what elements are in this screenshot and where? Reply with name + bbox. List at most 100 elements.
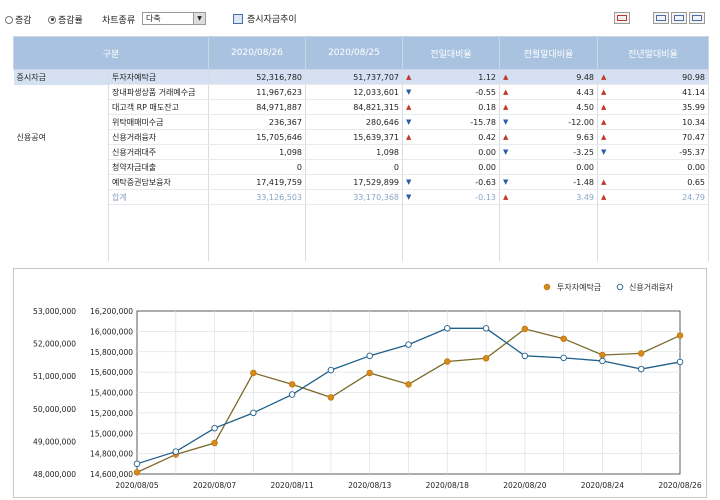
item-name-cell: 대고객 RP 매도잔고 <box>108 99 209 115</box>
arrow-up-icon: ▲ <box>406 132 412 141</box>
month-change-cell-text: 3.49 <box>576 192 594 202</box>
layout-table-button[interactable] <box>689 12 705 24</box>
month-change-cell-text: 9.48 <box>576 72 594 82</box>
value-previous-cell-text: 17,529,899 <box>353 177 399 187</box>
empty-cell <box>108 219 209 233</box>
y-right-tick-label: 15,200,000 <box>90 409 133 418</box>
y-right-tick-label: 14,800,000 <box>90 450 133 459</box>
radio-change-dot[interactable] <box>5 15 13 24</box>
item-name-cell: 투자자예탁금 <box>108 69 209 85</box>
chart-type-label: 차트종류 <box>102 16 136 26</box>
table-row[interactable]: 청약자금대출 0 0 0.00 0.00 0.00 <box>13 159 709 175</box>
table-row[interactable]: 신용공여 신용거래융자 15,705,646 15,639,371 ▲ 0.42 ▲ 9.63… <box>13 129 709 145</box>
y-right-tick-label: 16,000,000 <box>90 327 133 336</box>
radio-change[interactable]: 증감 <box>5 13 32 26</box>
radio-change-label: 증감 <box>15 16 32 26</box>
year-change-cell-text: 41.14 <box>682 87 705 97</box>
empty-cell <box>597 233 709 247</box>
y-right-tick-label: 14,600,000 <box>90 470 133 479</box>
month-change-cell: 0.00 <box>499 159 598 175</box>
header-day-change[interactable]: 전일대비율 <box>402 36 500 70</box>
item-name-cell: 신용거래융자 <box>108 129 209 145</box>
layout-full-button[interactable] <box>653 12 669 24</box>
value-current-cell-text: 33,126,503 <box>256 192 302 202</box>
empty-cell <box>108 233 209 247</box>
header-category[interactable]: 구분 <box>13 36 209 70</box>
item-name-cell: 청약자금대출 <box>108 159 209 175</box>
table-row[interactable]: 신용거래대주 1,098 1,098 0.00 ▼ -3.25 ▼ -95.37 <box>13 144 709 160</box>
series-point-1 <box>637 350 645 357</box>
day-change-cell: ▼ -15.78 <box>402 114 500 130</box>
table-row[interactable]: 장내파생상품 거래예수금 11,967,623 12,033,601 ▼ -0.55 ▲ 4… <box>13 84 709 100</box>
empty-cell <box>597 219 709 233</box>
data-table: 구분 2020/08/26 2020/08/25 전일대비율 전월말대비율 전년… <box>13 36 709 261</box>
empty-cell <box>597 204 709 219</box>
day-change-cell: ▼ -0.63 <box>402 174 500 190</box>
empty-cell <box>13 204 109 219</box>
series-point-2 <box>288 391 296 398</box>
item-name-cell: 위탁매매미수금 <box>108 114 209 130</box>
radio-rate-dot[interactable] <box>48 15 56 24</box>
table-row[interactable]: 합계 33,126,503 33,170,368 ▼ -0.13 ▲ 3.49 ▲ 24.79 <box>13 189 709 205</box>
day-change-cell: ▼ -0.13 <box>402 189 500 205</box>
arrow-down-icon: ▼ <box>406 192 412 201</box>
month-change-cell-text: -3.25 <box>573 147 594 157</box>
value-previous-cell: 84,821,315 <box>305 99 403 115</box>
value-current-cell: 84,971,887 <box>208 99 306 115</box>
arrow-up-icon: ▲ <box>601 102 607 111</box>
arrow-up-icon: ▲ <box>601 72 607 81</box>
category-cell: 신용공여 <box>13 129 109 145</box>
header-date-2[interactable]: 2020/08/25 <box>305 36 403 70</box>
layout-split-button[interactable] <box>671 12 687 24</box>
value-previous-cell: 15,639,371 <box>305 129 403 145</box>
day-change-cell-text: -15.78 <box>470 117 496 127</box>
arrow-down-icon: ▼ <box>601 147 607 156</box>
series-point-1 <box>366 369 373 377</box>
y-right-tick-label: 15,600,000 <box>90 368 133 377</box>
value-current-cell-text: 11,967,623 <box>256 87 302 97</box>
header-month-change[interactable]: 전월말대비율 <box>499 36 598 70</box>
chart-view-button[interactable] <box>614 12 630 24</box>
empty-cell <box>13 219 109 233</box>
year-change-cell-text: 70.47 <box>682 132 705 142</box>
table-row[interactable]: 대고객 RP 매도잔고 84,971,887 84,821,315 ▲ 0.18 ▲ 4.5… <box>13 99 709 115</box>
empty-cell <box>305 204 403 219</box>
series-point-2 <box>599 357 606 365</box>
value-current-cell-text: 1,098 <box>279 147 302 157</box>
legend-marker-1 <box>543 283 551 291</box>
item-name-cell: 장내파생상품 거래예수금 <box>108 84 209 100</box>
category-cell <box>13 189 109 205</box>
value-current-cell-text: 17,419,759 <box>256 177 302 187</box>
chart-type-select[interactable]: 다축 ▼ <box>142 12 206 25</box>
item-name-cell: 신용거래대주 <box>108 144 209 160</box>
series-point-2 <box>560 354 567 362</box>
radio-rate[interactable]: 증감률 <box>48 13 83 26</box>
table-row[interactable]: 위탁매매미수금 236,367 280,646 ▼ -15.78 ▼ -12.00 ▲ 10.3… <box>13 114 709 130</box>
x-tick-label: 2020/08/07 <box>193 481 236 490</box>
empty-cell <box>208 219 306 233</box>
series-point-1 <box>444 358 451 365</box>
value-previous-cell-text: 12,033,601 <box>353 87 399 97</box>
empty-cell <box>305 233 403 247</box>
day-change-cell: ▲ 0.42 <box>402 129 500 145</box>
header-year-change[interactable]: 전년말대비율 <box>597 36 709 70</box>
month-change-cell-text: 9.63 <box>576 132 594 142</box>
month-change-cell: ▲ 4.50 <box>499 99 598 115</box>
trend-button[interactable]: 증시자금추이 <box>233 12 297 25</box>
month-change-cell: ▼ -3.25 <box>499 144 598 160</box>
category-cell <box>13 159 109 175</box>
empty-cell <box>499 233 598 247</box>
category-cell-text: 증시자금 <box>16 72 46 82</box>
header-date-1[interactable]: 2020/08/26 <box>208 36 306 70</box>
chart-panel: 14,600,000 14,800,000 15,000,000 15,200,000… <box>13 268 707 498</box>
arrow-up-icon: ▲ <box>406 72 412 81</box>
category-cell <box>13 84 109 100</box>
empty-row <box>13 247 709 261</box>
table-row[interactable]: 예탁증권담보융자 17,419,759 17,529,899 ▼ -0.63 ▼ -1.48… <box>13 174 709 190</box>
table-row[interactable]: 증시자금 투자자예탁금 52,316,780 51,737,707 ▲ 1.12 ▲ 9.48… <box>13 69 709 85</box>
item-name-cell-text: 대고객 RP 매도잔고 <box>112 102 179 112</box>
category-cell <box>13 114 109 130</box>
chevron-down-icon[interactable]: ▼ <box>193 13 205 24</box>
layout-table-icon <box>692 15 702 21</box>
category-cell-text: 신용공여 <box>16 132 46 142</box>
